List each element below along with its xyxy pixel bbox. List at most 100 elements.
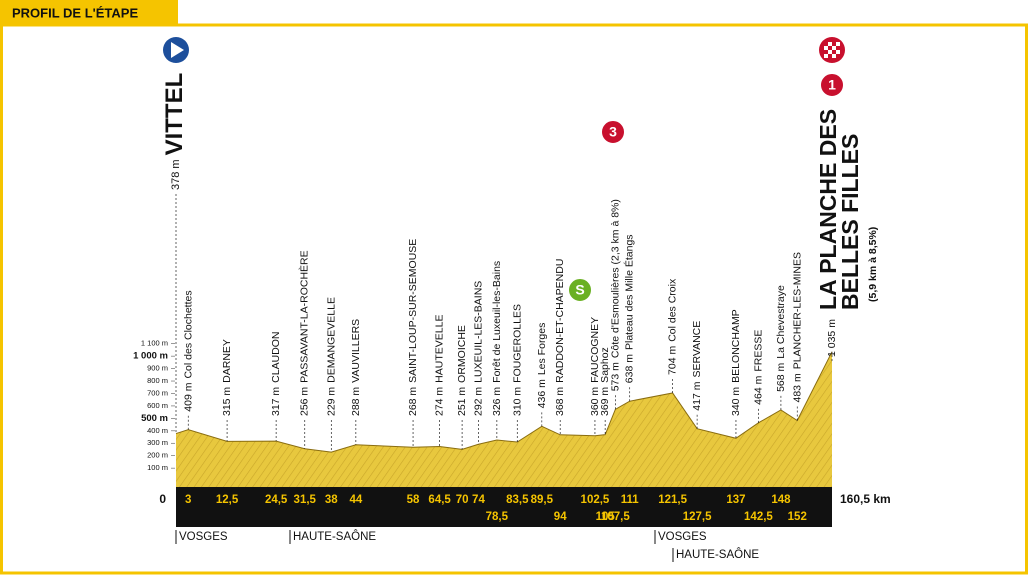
altitude-label: 568 m: [775, 362, 787, 391]
altitude-label: 310 m: [511, 387, 523, 416]
finish-name: LA PLANCHE DES BELLES FILLES: [815, 108, 863, 310]
point-label: 360 m FAUCOGNEY: [589, 317, 601, 416]
altitude-label: 436 m: [536, 379, 548, 408]
y-tick-label: 800 m: [147, 376, 168, 385]
altitude-label: 229 m: [325, 387, 337, 416]
km-label: 89,5: [531, 494, 554, 506]
km-label: 142,5: [744, 511, 773, 523]
km-label: 137: [726, 494, 745, 506]
place-name: RADDON-ET-CHAPENDU: [554, 259, 566, 383]
km-label: 102,5: [581, 494, 610, 506]
km-label: 3: [185, 494, 191, 506]
km-label: 74: [472, 494, 485, 506]
km-label: 78,5: [486, 511, 509, 523]
point-label: 464 m FRESSE: [752, 330, 764, 405]
badge-label: 1: [828, 77, 836, 93]
y-tick-label: 400 m: [147, 426, 168, 435]
place-name: Col des Clochettes: [182, 290, 194, 378]
region-label: HAUTE-SAÔNE: [293, 530, 376, 543]
altitude-label: 409 m: [182, 382, 194, 411]
km-label: 44: [349, 494, 362, 506]
point-label: 229 m DEMANGEVELLE: [325, 297, 337, 416]
altitude-label: 268 m: [407, 387, 419, 416]
place-name: VAUVILLERS: [350, 319, 362, 383]
y-tick-label: 200 m: [147, 451, 168, 460]
altitude-label: 369 m: [599, 387, 611, 416]
y-tick-label: 1 100 m: [141, 339, 168, 348]
badge: [819, 72, 845, 98]
km-label: 94: [554, 511, 567, 523]
y-tick-label: 700 m: [147, 388, 168, 397]
altitude-label: 326 m: [491, 387, 503, 416]
point-label: 378 m VITTEL: [161, 73, 188, 190]
place-name: PLANCHER-LES-MINES: [791, 252, 803, 369]
altitude-label: 251 m: [456, 387, 468, 416]
altitude-label: 638 m: [623, 354, 635, 383]
frame: [0, 23, 1028, 575]
km-label: 58: [407, 494, 420, 506]
point-label: 268 m SAINT-LOUP-SUR-SEMOUSE: [407, 239, 419, 416]
altitude-label: 378 m: [170, 159, 182, 190]
point-label: 568 m La Chevestraye: [775, 285, 787, 392]
km-label: 148: [771, 494, 791, 506]
point-label: 310 m FOUGEROLLES: [511, 304, 523, 416]
finish-detail: (5,9 km à 8,5%): [867, 227, 879, 302]
region-label: VOSGES: [658, 531, 707, 543]
y-tick-label: 600 m: [147, 401, 168, 410]
place-name: La Chevestraye: [775, 285, 787, 359]
point-label: 317 m CLAUDON: [270, 331, 282, 416]
altitude-label: 483 m: [791, 373, 803, 402]
place-name: SAINT-LOUP-SUR-SEMOUSE: [407, 239, 419, 383]
km-label: 64,5: [428, 494, 451, 506]
km-label: 12,5: [216, 494, 239, 506]
place-name: LUXEUIL-LES-BAINS: [472, 281, 484, 383]
altitude-label: 315 m: [221, 387, 233, 416]
km-label: 127,5: [683, 511, 712, 523]
chart-title: PROFIL DE L'ÉTAPE: [12, 5, 138, 20]
point-label: 638 m Plateau des Mille Étangs: [622, 234, 635, 383]
point-label: 417 m SERVANCE: [691, 321, 703, 411]
badge: [567, 277, 593, 303]
altitude-label: 704 m: [666, 346, 678, 375]
place-name: PASSAVANT-LA-ROCHÈRE: [298, 250, 311, 382]
km-band: [176, 487, 832, 527]
place-name: BELONCHAMP: [730, 309, 742, 383]
profile-line: [175, 351, 833, 453]
km-label: 83,5: [506, 494, 529, 506]
km-label: 105: [596, 511, 616, 523]
altitude-label: 288 m: [350, 387, 362, 416]
point-label: 1 035 m: [826, 319, 838, 357]
altitude-label: 573 m: [609, 362, 621, 391]
altitude-label: 1 035 m: [826, 319, 838, 357]
place-name: FAUCOGNEY: [589, 317, 601, 383]
km-label: 160,5 km: [840, 492, 891, 506]
km-label: 0: [159, 492, 166, 506]
point-label: 315 m DARNEY: [221, 339, 233, 416]
place-name: VITTEL: [161, 73, 188, 156]
km-label: 107,5: [601, 511, 630, 523]
finish-checks: [824, 42, 840, 58]
y-tick-label: 900 m: [147, 364, 168, 373]
y-tick-label: 100 m: [147, 463, 168, 472]
badge-label: 3: [609, 124, 617, 140]
y-tick-label: 500 m: [141, 413, 168, 424]
place-name: Plateau des Mille Étangs: [622, 234, 635, 350]
point-label: 326 m Forêt de Luxeuil-les-Bains: [491, 261, 503, 416]
altitude-label: 340 m: [730, 387, 742, 416]
altitude-label: 317 m: [270, 387, 282, 416]
point-label: 436 m Les Forges: [536, 323, 548, 409]
point-label: 483 m PLANCHER-LES-MINES: [791, 252, 803, 402]
y-tick-label: 300 m: [147, 438, 168, 447]
place-name: DEMANGEVELLE: [325, 297, 337, 383]
place-name: Forêt de Luxeuil-les-Bains: [491, 261, 503, 383]
altitude-label: 292 m: [472, 387, 484, 416]
altitude-label: 256 m: [299, 387, 311, 416]
place-name: HAUTEVELLE: [433, 315, 445, 383]
altitude-label: 368 m: [554, 387, 566, 416]
point-label: 256 m PASSAVANT-LA-ROCHÈRE: [298, 250, 311, 416]
finish-flag: [824, 42, 840, 58]
place-name: Col des Croix: [666, 278, 678, 342]
place-name: SERVANCE: [691, 321, 703, 378]
